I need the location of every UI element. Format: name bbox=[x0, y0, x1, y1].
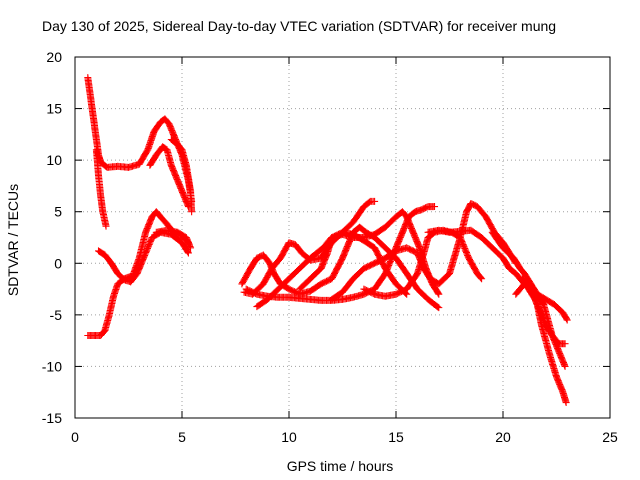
x-axis: 0 5 10 15 20 25 bbox=[71, 57, 618, 445]
x-tick-label: 5 bbox=[178, 429, 186, 445]
y-tick-label: 15 bbox=[46, 101, 62, 117]
y-tick-label: 20 bbox=[46, 49, 62, 65]
series-markers bbox=[488, 228, 569, 370]
series-markers bbox=[167, 136, 196, 216]
series-markers bbox=[92, 146, 110, 230]
series-track-c bbox=[146, 143, 192, 211]
series-markers bbox=[518, 275, 569, 348]
series-track-p bbox=[488, 228, 569, 370]
plot-frame bbox=[74, 56, 611, 419]
series-track-g bbox=[152, 226, 195, 252]
y-axis-label: SDTVAR / TECUs bbox=[5, 184, 21, 296]
y-tick-label: -15 bbox=[42, 410, 62, 426]
y-tick-label: -10 bbox=[42, 358, 62, 374]
x-tick-label: 20 bbox=[495, 429, 511, 445]
data-series bbox=[84, 74, 571, 407]
x-tick-label: 15 bbox=[388, 429, 404, 445]
series-track-b bbox=[92, 146, 110, 230]
chart-title: Day 130 of 2025, Sidereal Day-to-day VTE… bbox=[42, 18, 556, 34]
y-tick-label: 10 bbox=[46, 152, 62, 168]
y-tick-label: 5 bbox=[54, 204, 62, 220]
x-tick-label: 25 bbox=[602, 429, 618, 445]
y-axis: -15 -10 -5 0 5 10 15 20 bbox=[42, 49, 610, 426]
x-tick-label: 0 bbox=[71, 429, 79, 445]
series-track-d bbox=[167, 136, 196, 216]
y-tick-label: 0 bbox=[54, 255, 62, 271]
x-axis-label: GPS time / hours bbox=[287, 458, 394, 474]
series-markers bbox=[146, 143, 192, 211]
x-tick-label: 10 bbox=[281, 429, 297, 445]
y-tick-label: -5 bbox=[50, 307, 63, 323]
series-track-r bbox=[518, 275, 569, 348]
series-markers bbox=[152, 226, 195, 252]
